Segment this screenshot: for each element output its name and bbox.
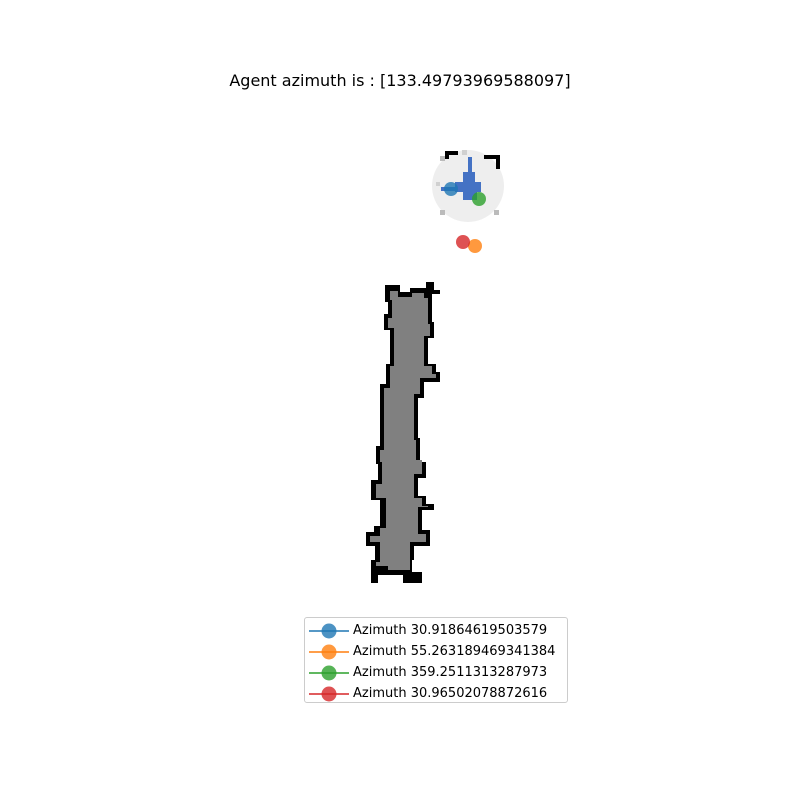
azimuth-marker [468, 239, 482, 253]
legend-label: Azimuth 359.2511313287973 [353, 665, 548, 680]
legend-label: Azimuth 55.263189469341384 [353, 644, 556, 659]
legend-item: Azimuth 55.263189469341384 [305, 641, 567, 662]
legend: Azimuth 30.91864619503579 Azimuth 55.263… [304, 617, 568, 703]
legend-label: Azimuth 30.96502078872616 [353, 686, 548, 701]
azimuth-marker [444, 182, 458, 196]
azimuth-marker [456, 235, 470, 249]
azimuth-marker [472, 192, 486, 206]
legend-marker-icon [309, 623, 349, 638]
free-space [370, 291, 436, 570]
legend-marker-icon [309, 686, 349, 701]
legend-label: Azimuth 30.91864619503579 [353, 623, 548, 638]
legend-item: Azimuth 359.2511313287973 [305, 662, 567, 683]
legend-marker-icon [309, 644, 349, 659]
legend-item: Azimuth 30.96502078872616 [305, 683, 567, 704]
legend-marker-icon [309, 665, 349, 680]
legend-item: Azimuth 30.91864619503579 [305, 620, 567, 641]
unexplored-obstacle-region [366, 282, 440, 583]
plot-title: Agent azimuth is : [133.49793969588097] [229, 71, 571, 90]
explored-obstacles [445, 151, 500, 169]
azimuth-markers [444, 182, 486, 253]
